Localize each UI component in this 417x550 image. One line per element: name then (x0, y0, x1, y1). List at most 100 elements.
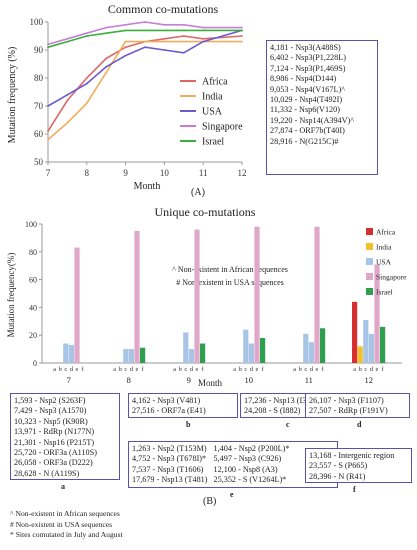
series-point-israel (202, 29, 205, 32)
series-point-israel (124, 29, 127, 32)
series-point-africa (202, 37, 205, 40)
common-mutation-line: 11,332 - Nsp6(V120) (270, 105, 340, 115)
box-b-mutation-line: 4,162 - Nsp3 (V481) (132, 396, 201, 405)
bar-month-label: 8 (127, 375, 131, 385)
series-line-singapore (47, 21, 242, 46)
series-point-africa (105, 57, 108, 60)
bar-sub-label: c (184, 366, 187, 373)
bar-legend-swatch-usa (366, 258, 373, 265)
series-point-india (66, 121, 69, 124)
series-point-singapore (66, 37, 69, 40)
bar-sub-label: e (316, 366, 319, 373)
series-point-africa (85, 77, 88, 79)
bar-sub-label: e (376, 366, 379, 373)
bar-israel-m8-f (140, 347, 146, 363)
bar-sub-label: d (70, 366, 74, 373)
line-y-tick-label: 100 (30, 17, 44, 27)
series-point-singapore (144, 21, 146, 23)
panel-b-label: (B) (203, 496, 217, 507)
unique-legend-line-2: # Non-existent in USA sequences (176, 278, 284, 287)
box-e-mutation-line: 17,679 - Nsp13 (T481) (132, 475, 208, 485)
bar-israel-m9-f (200, 343, 206, 363)
line-y-tick-label: 90 (34, 45, 44, 55)
bar-y-tick-label: 20 (29, 331, 37, 340)
bar-sub-label: a (353, 366, 356, 373)
bar-usa-m7-c (63, 343, 69, 363)
common-mutations-box: 4,181 - Nsp3(A488S) 6,402 - Nsp3(P1,228L)… (266, 40, 378, 175)
series-point-israel (182, 29, 185, 32)
footnotes: ^ Non-existent in African sequences # Non… (10, 509, 123, 541)
series-point-israel (47, 46, 49, 49)
bar-legend-label-singapore: Singapore (376, 273, 407, 282)
bar-sub-label: f (262, 366, 265, 373)
line-x-tick-label: 10 (160, 168, 170, 178)
common-mutation-line: 8,986 - Nsp4(D144) (270, 74, 337, 84)
bar-legend-swatch-israel (366, 288, 373, 295)
common-co-mutations-chart: Common co-mutations Mutation frequency (… (7, 2, 247, 198)
bar-singapore-m11-e (314, 226, 320, 363)
bar-sub-label: b (359, 366, 362, 373)
bar-usa-m8-d (128, 349, 134, 363)
bar-sub-label: d (250, 366, 254, 373)
series-point-africa (124, 46, 127, 49)
bar-africa-m12-a (352, 301, 358, 363)
series-point-israel (241, 29, 243, 32)
series-point-india (124, 40, 127, 43)
bar-y-tick-label: 80 (29, 248, 37, 257)
box-a-mutation-line: 26,058 - ORF3a (D222) (14, 458, 93, 468)
box-a-mutation-line: 10,323 - Nsp5 (K90R) (14, 416, 88, 426)
common-mutation-line: 10,029 - Nsp4(T492I) (270, 95, 343, 105)
series-point-india (85, 102, 88, 105)
bar-usa-m11-d (308, 342, 314, 363)
bar-legend-label-usa: USA (376, 258, 392, 267)
bar-sub-label: e (136, 366, 139, 373)
box-d-mutation-line: 26,107 - Nsp3 (F1107) (309, 396, 384, 405)
series-point-india (105, 71, 108, 74)
bar-singapore-m7-e (74, 247, 80, 363)
bar-sub-label: f (202, 366, 205, 373)
line-x-tick-label: 7 (46, 168, 51, 178)
series-point-africa (66, 99, 69, 102)
series-point-africa (241, 35, 243, 37)
bar-sub-label: a (293, 366, 296, 373)
series-point-singapore (47, 43, 49, 46)
common-mutation-line: 4,181 - Nsp3(A488S) (270, 43, 341, 52)
panel-a-label: (A) (191, 187, 205, 198)
line-chart-xlabel: Month (134, 181, 161, 192)
common-mutation-line: 27,874 - ORF7b(T40I) (270, 126, 345, 136)
bar-sub-label: a (173, 366, 176, 373)
bar-sub-label: d (190, 366, 194, 373)
box-f-mutation-line: 28,396 - N (R41) (309, 471, 366, 481)
footnote-line: * Sites comutated in July and August (10, 530, 123, 539)
series-point-usa (163, 49, 166, 51)
unique-legend-note: ^ Non-existent in African sequences # No… (172, 265, 288, 287)
bar-sub-label: f (142, 366, 145, 373)
bar-sub-label: c (124, 366, 127, 373)
series-point-singapore (85, 32, 88, 35)
bar-sub-label: b (239, 366, 242, 373)
series-point-singapore (124, 23, 127, 26)
box-d-label: d (357, 420, 362, 429)
bar-sub-label: c (304, 366, 307, 373)
box-a-mutation-line: 28,628 - N (A119S) (14, 468, 80, 478)
box-d: 26,107 - Nsp3 (F1107) 27,507 - RdRp (F191… (305, 393, 410, 418)
series-point-india (47, 138, 49, 141)
common-mutation-line: 9,053 - Nsp4(V167L)^ (270, 84, 346, 94)
unique-legend-line-1: ^ Non-existent in African sequences (172, 265, 288, 274)
common-mutation-line: 6,402 - Nsp3(P1,228L) (270, 53, 346, 63)
line-x-tick-label: 8 (85, 168, 90, 178)
line-y-tick-label: 60 (34, 129, 44, 139)
line-x-tick-label: 11 (199, 168, 208, 178)
box-a-mutation-line: 7,429 - Nsp3 (A1570) (14, 406, 87, 416)
box-e-mutation-line: 7,537 - Nsp3 (T1606) (132, 464, 204, 474)
bar-sub-label: b (59, 366, 62, 373)
box-a-label: a (61, 482, 65, 491)
bar-usa-m12-c (363, 319, 369, 363)
series-point-usa (202, 40, 205, 43)
series-point-india (144, 40, 146, 43)
series-line-india (47, 40, 242, 141)
series-line-israel (47, 29, 242, 48)
box-e-mutation-line: 1,404 - Nsp2 (P200L)* (213, 444, 290, 453)
bar-y-tick-label: 0 (33, 359, 37, 368)
bar-sub-label: e (196, 366, 199, 373)
